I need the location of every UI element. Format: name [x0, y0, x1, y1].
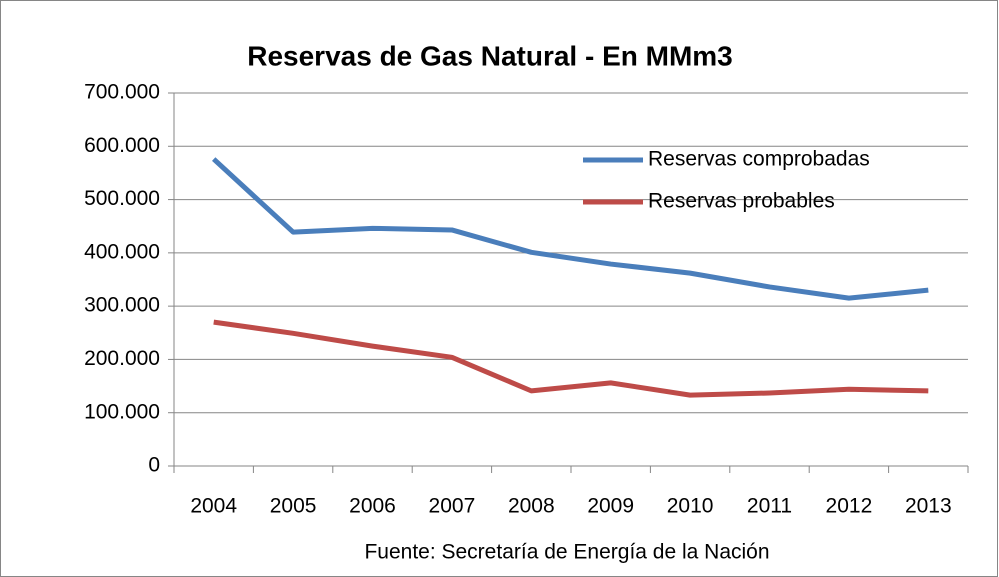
chart-title: Reservas de Gas Natural - En MMm3	[247, 40, 733, 71]
x-tick-label: 2010	[667, 495, 714, 518]
source-note: Fuente: Secretaría de Energía de la Naci…	[364, 541, 769, 564]
y-tick-label: 600.000	[84, 134, 160, 157]
x-tick-label: 2008	[508, 495, 555, 518]
y-tick-label: 200.000	[84, 347, 160, 370]
x-tick-label: 2011	[747, 495, 792, 518]
legend-label: Reservas comprobadas	[648, 148, 870, 171]
x-tick-label: 2006	[349, 495, 396, 518]
x-tick-label: 2004	[190, 495, 237, 518]
legend-label: Reservas probables	[648, 190, 835, 213]
data-line	[213, 319, 929, 398]
y-tick-label: 500.000	[84, 187, 160, 210]
y-tick-label: 100.000	[84, 400, 160, 423]
data-line	[212, 157, 929, 301]
y-tick-label: 700.000	[84, 81, 160, 104]
y-tick-label: 400.000	[84, 240, 160, 263]
y-tick-label: 0	[148, 454, 160, 477]
x-tick-label: 2009	[587, 495, 634, 518]
x-tick-label: 2005	[270, 495, 317, 518]
x-tick-label: 2013	[905, 495, 952, 518]
x-tick-label: 2007	[429, 495, 476, 518]
y-tick-label: 300.000	[84, 294, 160, 317]
x-tick-label: 2012	[826, 495, 873, 518]
